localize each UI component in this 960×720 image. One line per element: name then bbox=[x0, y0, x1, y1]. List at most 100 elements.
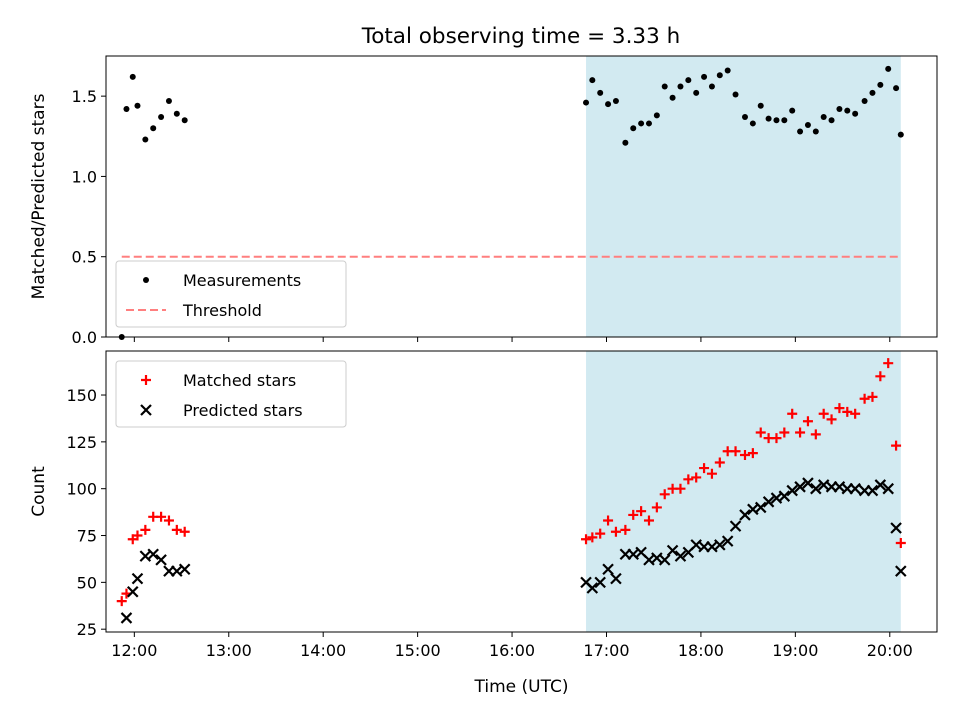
data-point bbox=[586, 582, 599, 594]
data-point bbox=[595, 528, 606, 539]
data-point bbox=[171, 524, 182, 535]
data-point bbox=[126, 585, 139, 598]
data-point bbox=[895, 565, 907, 577]
data-point bbox=[730, 446, 741, 457]
shaded-span bbox=[586, 56, 901, 337]
data-point bbox=[729, 520, 742, 532]
data-point bbox=[820, 114, 827, 121]
data-point bbox=[762, 496, 775, 508]
data-point bbox=[150, 125, 157, 132]
data-point bbox=[179, 526, 190, 537]
data-point bbox=[610, 526, 621, 537]
x-tick-label: 18:00 bbox=[678, 641, 724, 660]
chart-title: Total observing time = 3.33 h bbox=[361, 24, 681, 49]
data-point bbox=[683, 474, 694, 485]
x-tick-label: 17:00 bbox=[583, 641, 629, 660]
legend-swatch bbox=[141, 375, 151, 385]
data-point bbox=[802, 477, 814, 489]
y-tick-label: 1.5 bbox=[72, 87, 97, 106]
y-axis-label: Matched/Predicted stars bbox=[29, 93, 49, 299]
data-point bbox=[638, 120, 645, 127]
data-point bbox=[794, 481, 806, 493]
series-matched-stars bbox=[116, 358, 906, 607]
data-point bbox=[123, 105, 130, 112]
legend-label: Threshold bbox=[182, 301, 262, 320]
data-point bbox=[708, 83, 715, 90]
y-tick-label: 0.0 bbox=[72, 328, 97, 347]
data-point bbox=[155, 554, 167, 566]
x-tick-label: 15:00 bbox=[395, 641, 441, 660]
y-tick-label: 50 bbox=[77, 573, 97, 592]
data-point bbox=[747, 448, 758, 459]
legend-box bbox=[115, 260, 347, 328]
data-point bbox=[178, 563, 191, 576]
data-point bbox=[129, 73, 136, 80]
legend: Measurements Threshold bbox=[115, 260, 347, 328]
data-point bbox=[636, 506, 647, 517]
data-point bbox=[844, 107, 851, 114]
data-point bbox=[674, 550, 687, 562]
shaded-span bbox=[586, 351, 901, 632]
data-point bbox=[669, 94, 676, 101]
panel-ratio: 0.0 0.5 1.0 1.5 Matched/Predicted stars Measu… bbox=[29, 55, 938, 347]
data-point bbox=[812, 128, 819, 135]
data-point bbox=[771, 433, 782, 444]
data-point bbox=[706, 468, 717, 479]
data-point bbox=[869, 89, 876, 96]
x-tick-label: 19:00 bbox=[772, 641, 818, 660]
data-point bbox=[181, 117, 188, 124]
data-point bbox=[691, 472, 702, 483]
data-point bbox=[158, 114, 165, 121]
data-point bbox=[603, 515, 614, 526]
data-point bbox=[850, 408, 861, 419]
data-point bbox=[605, 101, 612, 108]
data-point bbox=[716, 72, 723, 79]
data-point bbox=[890, 522, 902, 534]
legend-label: Matched stars bbox=[183, 371, 296, 390]
data-point bbox=[661, 83, 668, 90]
data-point bbox=[778, 490, 791, 502]
data-point bbox=[659, 489, 670, 500]
data-point bbox=[883, 358, 894, 369]
y-tick-label: 100 bbox=[66, 480, 97, 499]
x-tick-label: 13:00 bbox=[206, 641, 252, 660]
data-point bbox=[739, 449, 750, 460]
y-tick-label: 1.0 bbox=[72, 167, 97, 186]
data-point bbox=[645, 120, 652, 127]
legend-label: Measurements bbox=[183, 271, 301, 290]
y-tick-label: 150 bbox=[66, 386, 97, 405]
data-point bbox=[859, 393, 870, 404]
data-point bbox=[587, 532, 598, 543]
data-point bbox=[739, 509, 751, 521]
data-point bbox=[116, 596, 127, 607]
data-point bbox=[893, 85, 900, 92]
data-point bbox=[701, 73, 708, 80]
data-point bbox=[581, 534, 592, 545]
y-tick-label: 25 bbox=[77, 620, 97, 639]
data-point bbox=[795, 427, 806, 438]
data-point bbox=[755, 427, 766, 438]
data-point bbox=[675, 483, 686, 494]
data-point bbox=[653, 112, 660, 119]
data-point bbox=[826, 414, 837, 425]
data-point bbox=[874, 479, 887, 491]
data-point bbox=[891, 440, 902, 451]
data-point bbox=[797, 128, 804, 135]
data-point bbox=[861, 97, 868, 104]
x-tick-label: 16:00 bbox=[489, 641, 535, 660]
y-axis-label: Count bbox=[29, 466, 49, 517]
data-point bbox=[597, 89, 604, 96]
data-point bbox=[134, 102, 141, 109]
legend-label: Predicted stars bbox=[183, 401, 303, 420]
legend-swatch bbox=[140, 404, 152, 416]
data-point bbox=[651, 502, 662, 513]
data-point bbox=[156, 511, 167, 522]
data-point bbox=[802, 416, 813, 427]
data-point bbox=[685, 77, 692, 84]
data-point bbox=[163, 515, 174, 526]
data-point bbox=[620, 524, 631, 535]
data-point bbox=[612, 97, 619, 104]
axes-frame bbox=[105, 350, 938, 633]
data-point bbox=[757, 102, 764, 109]
